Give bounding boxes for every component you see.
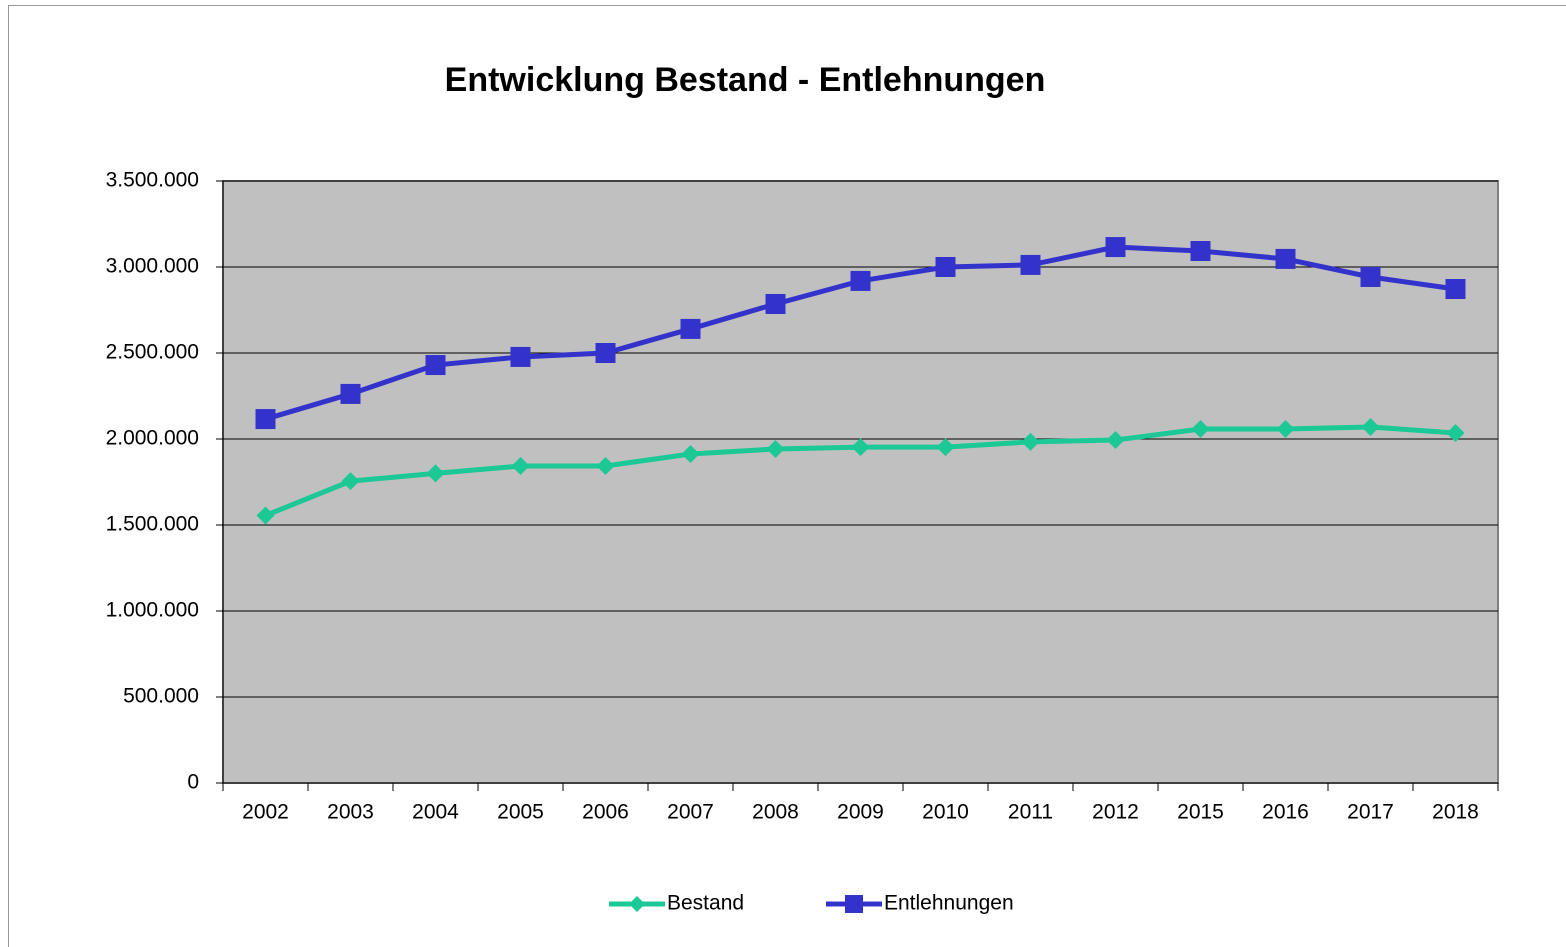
- data-point: [425, 355, 446, 376]
- data-point: [1020, 254, 1041, 275]
- x-tick-label: 2005: [497, 801, 544, 824]
- data-point: [1360, 266, 1381, 287]
- data-point: [766, 439, 785, 458]
- x-tick-label: 2012: [1092, 801, 1139, 824]
- data-point: [426, 464, 445, 483]
- x-tick-label: 2016: [1262, 801, 1309, 824]
- data-point: [256, 506, 275, 525]
- data-point: [1021, 432, 1040, 451]
- legend-label: Entlehnungen: [884, 892, 1014, 915]
- legend-marker: [845, 895, 863, 913]
- x-tick-label: 2007: [667, 801, 714, 824]
- x-tick-label: 2008: [752, 801, 799, 824]
- y-tick-label: 0: [187, 771, 199, 794]
- y-tick-label: 3.000.000: [106, 255, 199, 278]
- data-point: [1446, 423, 1465, 442]
- data-point: [765, 293, 786, 314]
- data-point: [935, 257, 956, 277]
- data-point: [1191, 420, 1210, 439]
- data-point: [511, 457, 530, 476]
- legend-marker: [629, 896, 645, 912]
- data-point: [1445, 279, 1466, 300]
- data-point: [255, 409, 276, 430]
- y-tick-label: 3.500.000: [106, 169, 199, 192]
- data-point: [341, 472, 360, 491]
- y-tick-label: 1.500.000: [106, 513, 199, 536]
- data-point: [1361, 417, 1380, 436]
- data-point: [681, 444, 700, 463]
- data-point: [1105, 237, 1126, 258]
- data-point: [850, 270, 871, 291]
- x-tick-label: 2009: [837, 801, 884, 824]
- x-tick-label: 2011: [1008, 801, 1053, 824]
- y-tick-label: 2.000.000: [106, 427, 199, 450]
- x-tick-label: 2004: [412, 801, 459, 824]
- x-tick-label: 2010: [922, 801, 969, 824]
- x-tick-label: 2018: [1432, 801, 1479, 824]
- data-point: [936, 438, 955, 457]
- data-point: [680, 318, 701, 339]
- x-tick-label: 2006: [582, 801, 629, 824]
- x-tick-label: 2002: [242, 801, 289, 824]
- x-tick-label: 2003: [327, 801, 374, 824]
- data-point: [340, 383, 361, 404]
- data-point: [851, 438, 870, 457]
- data-point: [510, 346, 531, 367]
- chart-title: Entwicklung Bestand - Entlehnungen: [445, 61, 1046, 99]
- data-point: [1190, 241, 1211, 262]
- legend-label: Bestand: [667, 892, 744, 915]
- data-point: [1276, 420, 1295, 439]
- x-tick-label: 2015: [1177, 801, 1224, 824]
- y-tick-label: 1.000.000: [106, 599, 199, 622]
- x-tick-label: 2017: [1347, 801, 1394, 824]
- y-tick-label: 500.000: [123, 685, 199, 708]
- data-point: [595, 343, 616, 363]
- data-point: [1275, 248, 1296, 269]
- data-point: [1106, 431, 1125, 450]
- data-point: [596, 457, 615, 476]
- y-tick-label: 2.500.000: [106, 341, 199, 364]
